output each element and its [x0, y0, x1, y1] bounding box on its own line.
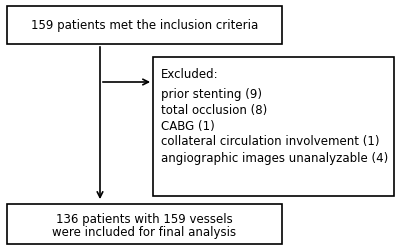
Bar — [153, 57, 394, 196]
Text: total occlusion (8): total occlusion (8) — [161, 104, 267, 117]
Text: prior stenting (9): prior stenting (9) — [161, 88, 262, 101]
Bar — [7, 6, 282, 44]
Text: 159 patients met the inclusion criteria: 159 patients met the inclusion criteria — [31, 18, 258, 32]
Text: CABG (1): CABG (1) — [161, 120, 215, 133]
Text: Excluded:: Excluded: — [161, 68, 219, 81]
Text: angiographic images unanalyzable (4): angiographic images unanalyzable (4) — [161, 152, 388, 165]
Bar — [7, 204, 282, 244]
Text: 136 patients with 159 vessels: 136 patients with 159 vessels — [56, 213, 233, 226]
Text: were included for final analysis: were included for final analysis — [52, 226, 236, 239]
Text: collateral circulation involvement (1): collateral circulation involvement (1) — [161, 135, 380, 148]
